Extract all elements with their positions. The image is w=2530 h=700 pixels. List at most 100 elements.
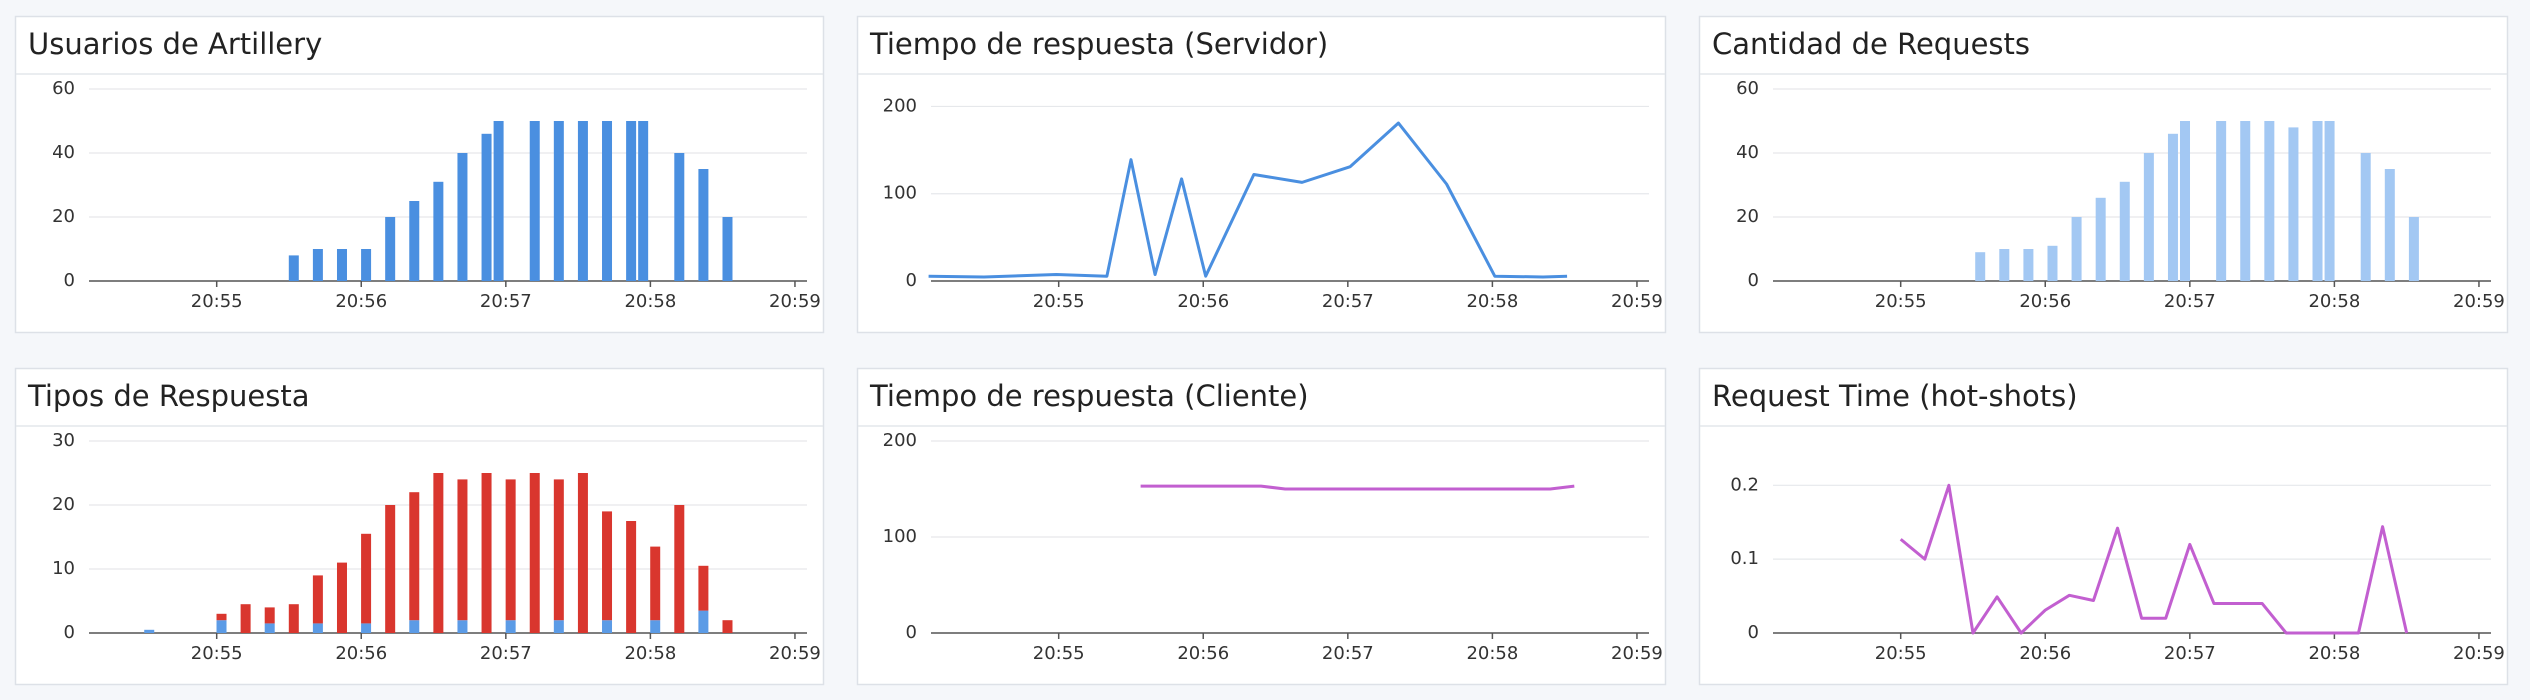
bar [493,121,504,281]
bar [2047,245,2058,281]
stacked-bar-segment [216,620,227,633]
stacked-bar-segment [361,533,372,624]
x-tick-label: 20:58 [2308,643,2360,664]
bar [2264,121,2275,281]
x-tick-label: 20:58 [624,643,676,664]
bar [312,249,323,281]
x-tick-label: 20:59 [2453,643,2505,664]
y-tick-label: 20 [52,206,75,227]
bar [2071,217,2082,281]
x-tick-label: 20:55 [191,643,243,664]
y-tick-label: 0 [64,622,75,643]
stacked-bar-segment [264,607,275,624]
panel-title: Request Time (hot-shots) [1712,379,2078,413]
x-tick-label: 20:57 [2164,291,2216,312]
panel-title: Tiempo de respuesta (Cliente) [869,379,1309,413]
panel [856,367,1667,686]
bar [2360,153,2371,281]
x-tick-label: 20:56 [335,291,387,312]
x-tick-label: 20:57 [480,291,532,312]
stacked-bar-segment [216,613,227,621]
bar [2312,121,2323,281]
bar [2095,197,2106,281]
x-tick-label: 20:58 [1466,291,1518,312]
stacked-bar-segment [481,473,492,633]
x-tick-label: 20:55 [1033,643,1085,664]
bar [481,133,492,281]
y-tick-label: 100 [883,526,917,547]
x-tick-label: 20:57 [480,643,532,664]
stacked-bar-segment [336,562,347,633]
y-tick-label: 0 [906,270,917,291]
stacked-bar-segment [505,479,516,621]
bar [577,121,588,281]
bar [288,255,299,281]
x-tick-label: 20:56 [2019,291,2071,312]
panel [14,367,825,686]
panel [14,15,825,334]
y-tick-label: 40 [52,142,75,163]
x-tick-label: 20:55 [1875,291,1927,312]
stacked-bar-segment [722,620,733,633]
x-tick-label: 20:59 [1611,643,1663,664]
bar [2216,121,2227,281]
stacked-bar-segment [433,473,444,633]
stacked-bar-segment [457,479,468,621]
bar [602,121,613,281]
bar [638,121,649,281]
bar [2180,121,2191,281]
stacked-bar-segment [602,511,613,621]
bar [529,121,540,281]
bar [385,217,396,281]
panel-title: Usuarios de Artillery [28,27,322,61]
panel-title: Cantidad de Requests [1712,27,2030,61]
x-tick-label: 20:56 [1177,643,1229,664]
x-tick-label: 20:55 [1875,643,1927,664]
y-tick-label: 30 [52,430,75,451]
stacked-bar-segment [264,623,275,633]
stacked-bar-segment [505,620,516,633]
bar [2023,249,2034,281]
y-tick-label: 10 [52,558,75,579]
y-tick-label: 60 [1736,78,1759,99]
bar [2384,169,2395,281]
bar [674,153,685,281]
stacked-bar-segment [312,575,323,624]
bar [2408,217,2419,281]
bar [553,121,564,281]
stacked-bar-segment [650,546,661,621]
x-tick-label: 20:58 [1466,643,1518,664]
bar [2240,121,2251,281]
stacked-bar-segment [144,629,155,633]
bar [698,169,709,281]
y-tick-label: 200 [883,430,917,451]
y-tick-label: 60 [52,78,75,99]
bar [1999,249,2010,281]
x-tick-label: 20:58 [624,291,676,312]
bar [336,249,347,281]
y-tick-label: 0 [1748,622,1759,643]
stacked-bar-segment [602,620,613,633]
bar [2167,133,2178,281]
stacked-bar-segment [553,620,564,633]
x-tick-label: 20:59 [769,643,821,664]
stacked-bar-segment [409,492,420,621]
y-tick-label: 20 [1736,206,1759,227]
stacked-bar-segment [529,473,540,633]
line-series [1140,484,1575,491]
x-tick-label: 20:59 [769,291,821,312]
stacked-bar-segment [240,604,251,633]
bar [2119,181,2130,281]
stacked-bar-segment [674,505,685,633]
x-tick-label: 20:56 [1177,291,1229,312]
bar [626,121,637,281]
stacked-bar-segment [409,620,420,633]
bar [409,201,420,281]
panel [1698,367,2509,686]
bar [2288,127,2299,282]
x-tick-label: 20:56 [2019,643,2071,664]
bar [2143,153,2154,281]
bar [361,249,372,281]
